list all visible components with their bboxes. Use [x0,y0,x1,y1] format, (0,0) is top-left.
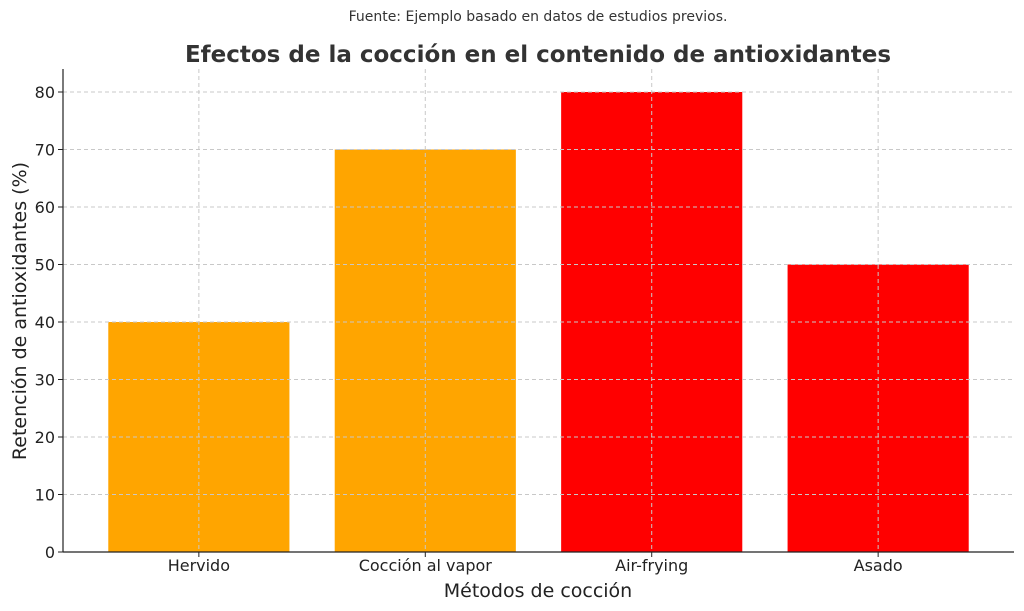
y-tick-label: 70 [35,141,55,160]
x-tick-label: Asado [854,556,903,575]
y-tick-label: 20 [35,428,55,447]
axes: 0 10 20 30 40 50 60 70 80 Hervido Cocción al vapor… [35,69,1014,575]
y-tick-label: 60 [35,198,55,217]
x-tick-label: Cocción al vapor [359,556,493,575]
y-tick-label: 40 [35,313,55,332]
y-axis-title: Retención de antioxidantes (%) [9,162,31,460]
y-tick-label: 80 [35,83,55,102]
y-tick-label: 10 [35,486,55,505]
x-axis-title: Métodos de cocción [444,580,632,602]
x-tick-label: Air-frying [615,556,688,575]
y-tick-label: 0 [45,543,55,562]
y-tick-label: 50 [35,256,55,275]
source-note: Fuente: Ejemplo basado en datos de estud… [349,9,728,25]
chart-title: Efectos de la cocción en el contenido de… [185,42,891,68]
y-tick-label: 30 [35,371,55,390]
bars [108,92,969,552]
x-tick-label: Hervido [168,556,230,575]
